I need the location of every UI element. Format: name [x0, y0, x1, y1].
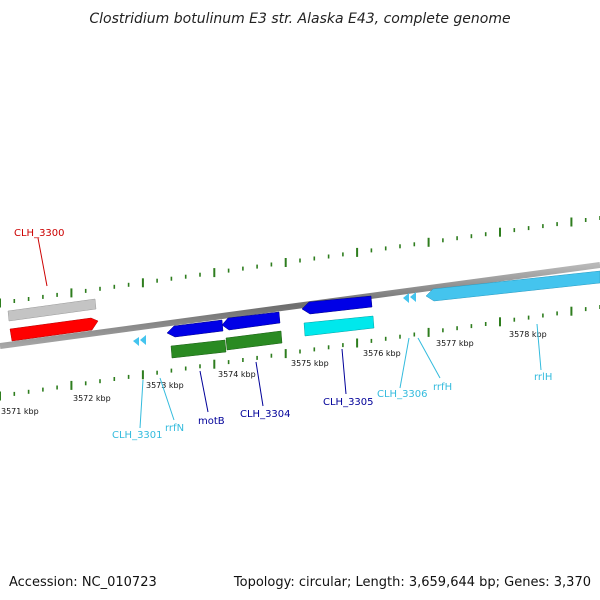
gene-clh3300-red[interactable] [9, 317, 99, 342]
gene-label-clh3305: CLH_3305 [323, 397, 374, 408]
callout-line-rrfn [159, 377, 175, 421]
scale-label-3571: 3571 kbp [1, 407, 39, 416]
gene-label-rrfn: rrfN [165, 423, 184, 434]
gene-label-clh3300: CLH_3300 [14, 228, 65, 239]
gene-label-clh3301: CLH_3301 [112, 430, 163, 441]
gene-label-clh3306: CLH_3306 [377, 389, 428, 400]
gene-rrfh-arrow[interactable] [403, 292, 416, 303]
callout-line-clh3304 [255, 361, 264, 407]
genome-summary-text: Topology: circular; Length: 3,659,644 bp… [233, 575, 591, 590]
scale-label-3577: 3577 kbp [436, 339, 474, 348]
genome-backbone [0, 262, 600, 349]
accession-text: Accession: NC_010723 [9, 575, 157, 590]
callout-line-clh3300 [37, 237, 48, 287]
gene-label-motb: motB [198, 416, 225, 427]
gene-clh3305-cyan[interactable] [303, 315, 375, 337]
scale-label-3574: 3574 kbp [218, 370, 256, 379]
gene-motb-green[interactable] [170, 339, 227, 359]
gene-label-rrfh: rrfH [433, 382, 452, 393]
upper-tick-track [0, 216, 600, 308]
callout-line-rrlh [536, 323, 542, 371]
scale-label-3575: 3575 kbp [291, 359, 329, 368]
gene-clh3305-blue[interactable] [301, 295, 373, 315]
gene-label-clh3304: CLH_3304 [240, 409, 291, 420]
gene-label-rrlh: rrlH [534, 372, 552, 383]
gene-clh3300-gray[interactable] [7, 298, 97, 322]
scale-label-3573: 3573 kbp [146, 381, 184, 390]
callout-line-clh3306 [399, 337, 410, 389]
gene-rrlh-rrna[interactable] [425, 270, 600, 302]
genome-title: Clostridium botulinum E3 str. Alaska E43… [89, 11, 510, 27]
callout-line-motb [199, 370, 209, 413]
scale-label-3572: 3572 kbp [73, 394, 111, 403]
scale-label-3576: 3576 kbp [363, 349, 401, 358]
gene-motb-blue[interactable] [166, 319, 224, 338]
scale-label-3578: 3578 kbp [509, 330, 547, 339]
lower-tick-track [0, 305, 600, 401]
callout-line-clh3301 [139, 379, 144, 429]
callout-line-rrfh [417, 337, 441, 379]
callout-line-clh3305 [341, 348, 347, 395]
gene-clh3304-blue[interactable] [221, 311, 281, 331]
gene-clh3304-green[interactable] [225, 330, 283, 351]
gene-rrfn-arrow[interactable] [133, 335, 146, 346]
